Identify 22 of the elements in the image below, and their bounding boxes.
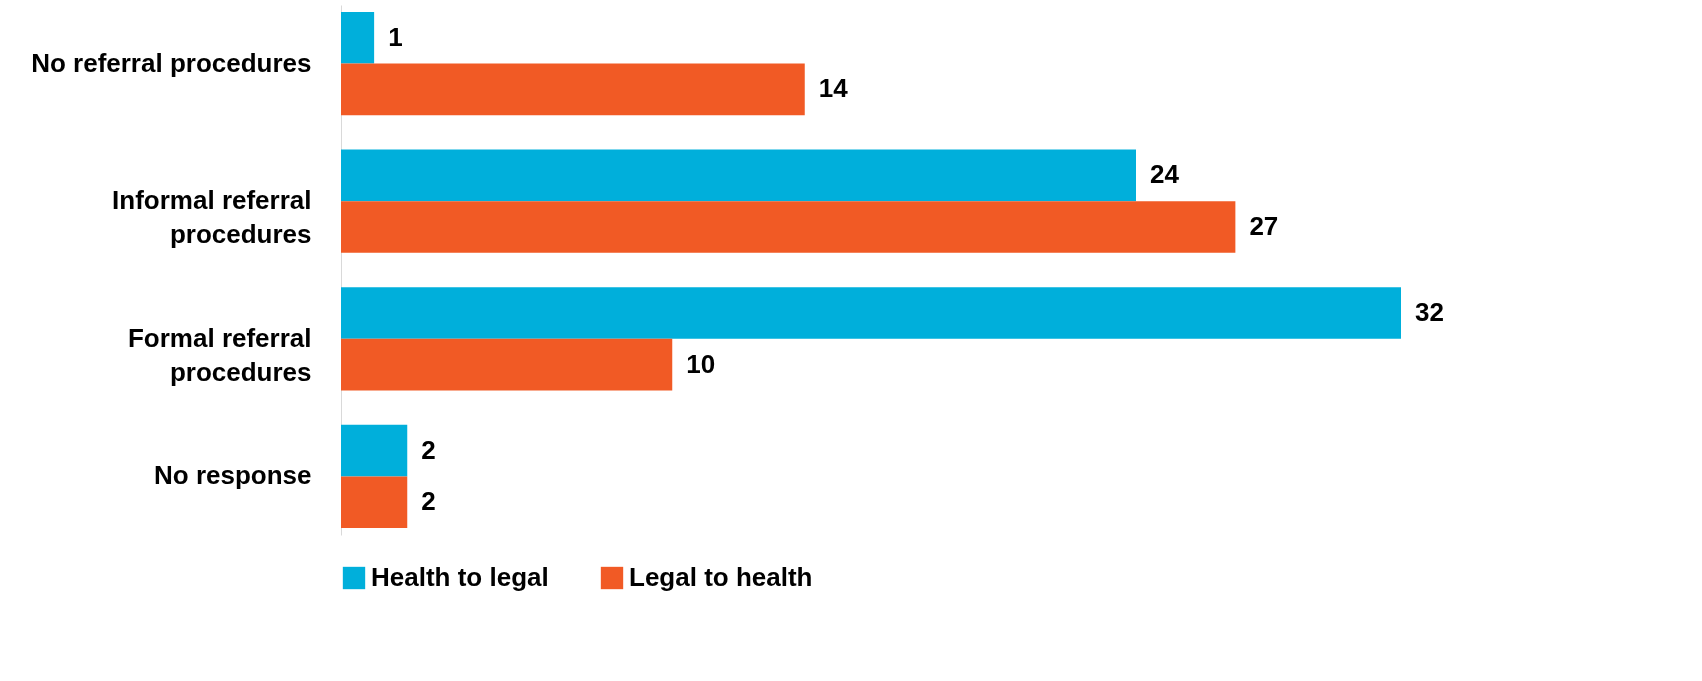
bar: [341, 201, 1236, 253]
y-tick-label: No referral procedures: [31, 47, 312, 78]
data-label: 1: [388, 21, 403, 52]
data-label: 2: [421, 486, 436, 517]
bar: [341, 424, 408, 477]
data-label: 10: [686, 348, 716, 379]
data-label: 32: [1415, 297, 1444, 328]
legend-label: Legal to health: [629, 562, 813, 592]
bar: [341, 338, 673, 391]
bar: [341, 63, 805, 116]
data-label: 14: [818, 73, 849, 104]
data-label: 2: [421, 434, 436, 465]
bar: [341, 476, 408, 529]
bar: [341, 287, 1401, 339]
data-label: 27: [1249, 210, 1279, 241]
y-tick-label: Formal referral procedures: [127, 322, 312, 387]
bar: [341, 11, 375, 64]
y-tick-label: No response: [154, 460, 312, 491]
data-label: 24: [1150, 159, 1180, 190]
y-tick-label: Informal referral procedures: [112, 185, 312, 250]
bar: [341, 149, 1136, 202]
legend-label: Health to legal: [371, 562, 549, 592]
